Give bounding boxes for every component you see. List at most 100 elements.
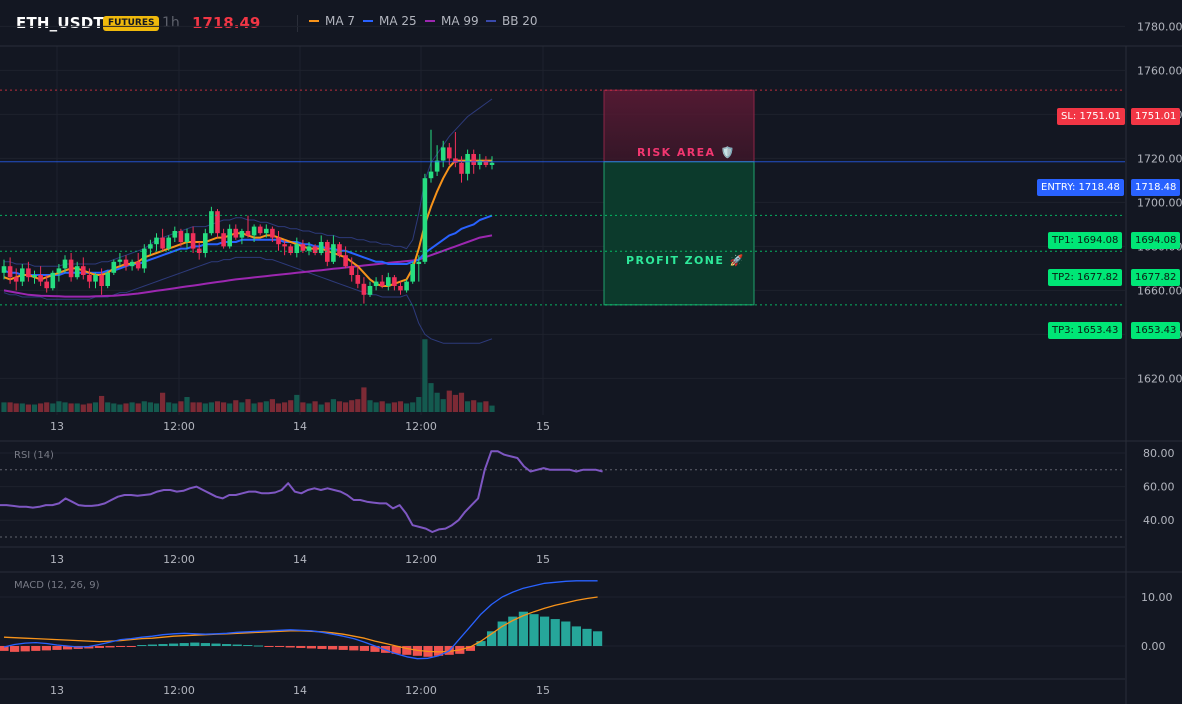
macd-histogram-bar	[52, 646, 62, 650]
time-tick-label: 12:00	[163, 553, 195, 566]
macd-histogram-bar	[158, 644, 168, 646]
price-tick-label: 1760.00	[1137, 64, 1182, 77]
bb-lower-line	[3, 256, 493, 344]
sl-tag[interactable]: SL: 1751.01	[1057, 108, 1125, 125]
grid-lines	[0, 25, 1182, 704]
candle-body	[410, 264, 415, 282]
volume-bar	[385, 403, 391, 412]
candle-body	[434, 160, 440, 172]
candle-body	[99, 275, 104, 286]
macd-histogram-bar	[222, 644, 232, 646]
candle-body	[93, 275, 98, 282]
macd-histogram-bar	[391, 646, 401, 654]
macd-histogram-bar	[41, 646, 51, 651]
volume-bar	[465, 401, 471, 412]
candle-body	[154, 237, 159, 245]
volume-bar	[172, 403, 178, 412]
macd-histogram-bar	[200, 643, 210, 646]
macd-histogram-bar	[264, 646, 274, 647]
time-tick-label: 12:00	[405, 553, 437, 566]
volume-bar	[74, 403, 80, 412]
candle-body	[422, 178, 428, 262]
volume-bar	[471, 400, 477, 412]
candle-body	[142, 248, 147, 269]
volume-bar	[129, 402, 135, 412]
candle-body	[477, 160, 483, 165]
candle-body	[233, 228, 239, 238]
candle-body	[178, 231, 184, 242]
volume-bar	[275, 403, 282, 412]
candle-body	[227, 228, 232, 247]
volume-bar	[489, 405, 495, 412]
time-tick-label: 13	[50, 553, 64, 566]
candle-body	[447, 147, 452, 159]
macd-histogram-bar	[105, 646, 115, 648]
tp3-tag[interactable]: TP3: 1653.43	[1048, 322, 1123, 339]
volume-bar	[294, 394, 300, 412]
macd-histogram-bar	[465, 646, 475, 651]
volume-bar	[184, 397, 190, 412]
candle-body	[355, 275, 361, 284]
candle-body	[373, 281, 379, 286]
volume-bar	[80, 404, 86, 412]
macd-histogram-bar	[285, 646, 295, 648]
volume-bar	[416, 397, 422, 412]
tp1-axis-value: 1694.08	[1131, 232, 1181, 249]
candle-body	[32, 275, 37, 278]
volume-bar	[422, 339, 428, 412]
macd-histogram-bar	[529, 614, 539, 646]
macd-histogram-bar	[137, 645, 147, 647]
time-tick-label: 13	[50, 420, 64, 433]
volume-bar	[135, 403, 141, 412]
macd-histogram-bar	[296, 646, 306, 648]
volume-bar	[233, 400, 239, 412]
entry-tag[interactable]: ENTRY: 1718.48	[1037, 179, 1124, 196]
volume-bar	[282, 402, 288, 412]
ma25-swatch	[363, 20, 373, 22]
legend-ma7[interactable]: MA 7	[309, 14, 355, 28]
volume-bar	[227, 403, 233, 412]
volume-bar	[367, 400, 373, 412]
volume-bar	[300, 402, 306, 412]
candle-body	[483, 160, 489, 165]
macd-histogram-bar	[593, 631, 603, 646]
volume-bar	[306, 403, 312, 412]
volume-bar	[458, 392, 465, 412]
candle-body	[465, 154, 470, 174]
volume-bar	[92, 402, 99, 412]
tp2-tag[interactable]: TP2: 1677.82	[1048, 269, 1123, 286]
candle-body	[123, 259, 129, 267]
rsi-title: RSI (14)	[14, 450, 54, 461]
volume-bar	[31, 404, 38, 412]
candle-body	[160, 237, 165, 249]
axes: 1780.001760.001740.001720.001700.001680.…	[50, 20, 1182, 697]
candle-body	[209, 211, 214, 234]
candle-body	[276, 237, 281, 245]
volume-bar	[269, 399, 275, 412]
volume-bar	[117, 404, 123, 412]
volume-bar	[56, 401, 62, 412]
candle-body	[117, 259, 123, 262]
candle-body	[221, 233, 226, 247]
candle-body	[196, 248, 202, 253]
macd-histogram-bar	[561, 621, 571, 646]
macd-histogram-bar	[190, 642, 200, 646]
volume-bar	[190, 402, 196, 412]
candle-body	[44, 281, 49, 289]
legend-ma25[interactable]: MA 25	[363, 14, 417, 28]
tp1-tag[interactable]: TP1: 1694.08	[1048, 232, 1123, 249]
legend-ma25-label: MA 25	[379, 14, 417, 28]
candle-body	[190, 233, 196, 249]
candle-body	[74, 266, 80, 278]
symbol-name[interactable]: ETH_USDT	[16, 14, 104, 32]
macd-histogram-bar	[571, 626, 581, 646]
candle-body	[325, 242, 330, 262]
legend-bb20[interactable]: BB 20	[486, 14, 538, 28]
timeframe-selector[interactable]: 1h	[162, 15, 180, 31]
legend-ma99[interactable]: MA 99	[425, 14, 479, 28]
macd-histogram-bar	[434, 646, 444, 656]
candle-body	[148, 244, 153, 249]
trade-zones	[603, 89, 755, 306]
macd-histogram-bar	[10, 646, 20, 652]
